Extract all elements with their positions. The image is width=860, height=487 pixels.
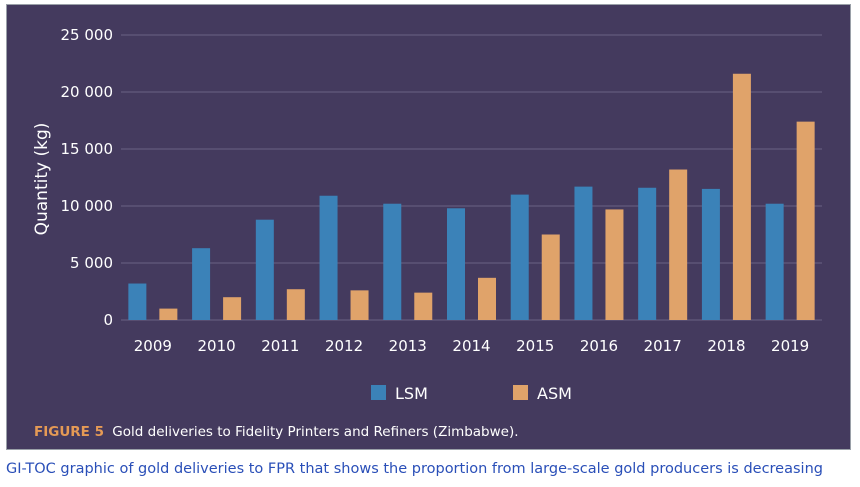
x-tick-label: 2019 xyxy=(771,337,809,355)
bar-lsm-2015 xyxy=(510,194,529,320)
y-tick-label: 0 xyxy=(103,311,113,329)
bar-asm-2012 xyxy=(350,290,369,320)
bars xyxy=(128,73,815,320)
figure-caption: FIGURE 5 Gold deliveries to Fidelity Pri… xyxy=(34,424,519,440)
legend-swatch-lsm xyxy=(371,385,386,400)
bar-asm-2017 xyxy=(669,169,688,320)
y-tick-labels: 0 5 000 10 000 15 000 20 000 25 000 xyxy=(61,26,114,329)
bar-asm-2010 xyxy=(223,297,242,320)
legend: LSM ASM xyxy=(371,384,572,403)
bar-lsm-2009 xyxy=(128,283,147,320)
x-tick-label: 2011 xyxy=(261,337,299,355)
figure-caption-text: Gold deliveries to Fidelity Printers and… xyxy=(112,424,519,440)
x-tick-label: 2010 xyxy=(197,337,235,355)
legend-swatch-asm xyxy=(513,385,528,400)
x-tick-label: 2014 xyxy=(452,337,490,355)
bar-asm-2018 xyxy=(732,73,751,320)
x-tick-label: 2018 xyxy=(707,337,745,355)
bar-asm-2009 xyxy=(159,308,178,320)
y-tick-label: 5 000 xyxy=(70,254,113,272)
y-tick-label: 25 000 xyxy=(61,26,114,44)
x-tick-label: 2009 xyxy=(134,337,172,355)
bar-asm-2019 xyxy=(796,121,815,320)
x-tick-label: 2015 xyxy=(516,337,554,355)
bar-lsm-2016 xyxy=(574,186,593,320)
legend-label-asm: ASM xyxy=(537,384,572,403)
y-tick-label: 15 000 xyxy=(61,140,114,158)
bar-asm-2011 xyxy=(286,289,305,320)
legend-label-lsm: LSM xyxy=(395,384,428,403)
figure-caption-label: FIGURE 5 xyxy=(34,424,104,440)
bar-asm-2015 xyxy=(541,234,560,320)
bar-lsm-2019 xyxy=(765,203,784,320)
x-tick-label: 2017 xyxy=(644,337,682,355)
bar-lsm-2012 xyxy=(319,195,338,320)
x-tick-labels: 2009 2010 2011 2012 2013 2014 2015 2016 2017 2018… xyxy=(134,337,809,355)
bar-asm-2016 xyxy=(605,209,624,320)
bar-asm-2014 xyxy=(478,277,496,320)
x-tick-label: 2012 xyxy=(325,337,363,355)
x-tick-label: 2013 xyxy=(389,337,427,355)
x-tick-label: 2016 xyxy=(580,337,618,355)
y-axis-label: Quantity (kg) xyxy=(32,123,52,236)
bar-lsm-2011 xyxy=(255,219,274,320)
y-tick-label: 20 000 xyxy=(61,83,114,101)
bar-lsm-2018 xyxy=(701,188,720,320)
bar-asm-2013 xyxy=(414,292,433,320)
bar-lsm-2014 xyxy=(447,208,465,320)
outer-caption: GI-TOC graphic of gold deliveries to FPR… xyxy=(6,461,823,477)
bar-lsm-2010 xyxy=(192,248,211,320)
bar-lsm-2017 xyxy=(638,187,657,320)
y-tick-label: 10 000 xyxy=(61,197,114,215)
bar-lsm-2013 xyxy=(383,203,402,320)
